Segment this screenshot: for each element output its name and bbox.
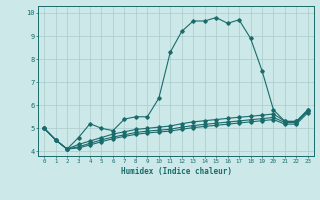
X-axis label: Humidex (Indice chaleur): Humidex (Indice chaleur) — [121, 167, 231, 176]
